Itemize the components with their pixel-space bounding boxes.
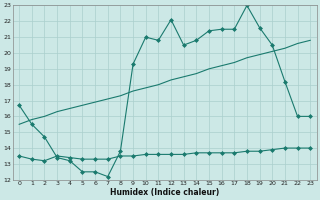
X-axis label: Humidex (Indice chaleur): Humidex (Indice chaleur) xyxy=(110,188,219,197)
